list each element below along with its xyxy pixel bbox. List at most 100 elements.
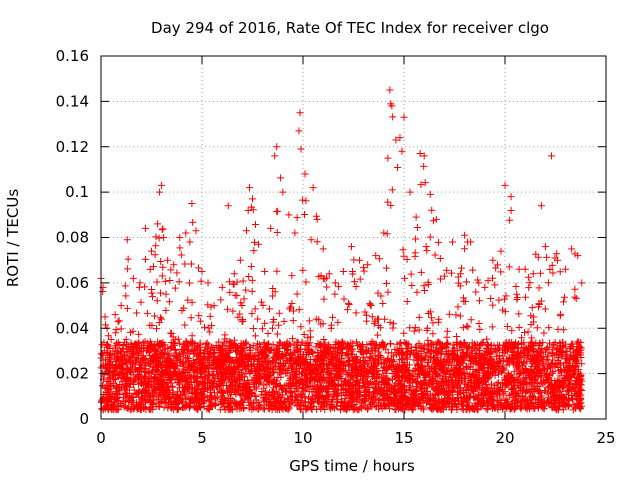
- data-point: [166, 276, 174, 284]
- data-point: [155, 319, 163, 327]
- data-point: [528, 304, 536, 312]
- data-point: [459, 294, 467, 302]
- data-point: [411, 252, 419, 260]
- data-point: [456, 312, 464, 320]
- data-point: [275, 321, 283, 329]
- data-point: [268, 324, 276, 332]
- data-point: [288, 300, 296, 308]
- data-point: [343, 306, 351, 314]
- data-point: [505, 263, 513, 271]
- data-point: [181, 321, 189, 329]
- data-point: [247, 263, 255, 271]
- data-point: [187, 314, 195, 322]
- data-point: [159, 225, 167, 233]
- data-point: [394, 163, 402, 171]
- data-point: [351, 278, 359, 286]
- data-point: [469, 266, 477, 274]
- data-point: [434, 238, 442, 246]
- data-point: [124, 265, 132, 273]
- data-point: [476, 325, 484, 333]
- data-point: [162, 307, 170, 315]
- data-point: [195, 312, 203, 320]
- chart-title: Day 294 of 2016, Rate Of TEC Index for r…: [151, 19, 549, 37]
- data-point: [117, 325, 125, 333]
- data-point: [410, 327, 418, 335]
- data-point: [160, 403, 168, 411]
- data-point: [306, 327, 314, 335]
- data-point: [273, 330, 281, 338]
- data-point: [178, 307, 186, 315]
- data-point: [176, 244, 184, 252]
- data-point: [221, 331, 229, 339]
- data-point: [162, 290, 170, 298]
- data-point: [524, 328, 532, 336]
- data-point: [460, 245, 468, 253]
- data-point: [345, 299, 353, 307]
- data-point: [571, 285, 579, 293]
- data-point: [494, 378, 502, 386]
- data-point: [248, 287, 256, 295]
- data-point: [377, 292, 385, 300]
- data-point: [206, 328, 214, 336]
- data-point: [181, 260, 189, 268]
- data-point: [148, 285, 156, 293]
- data-point: [454, 303, 462, 311]
- data-point: [158, 315, 166, 323]
- data-point: [525, 284, 533, 292]
- data-point: [506, 216, 514, 224]
- data-point: [226, 288, 234, 296]
- data-point: [476, 297, 484, 305]
- data-point: [259, 301, 267, 309]
- data-point: [249, 324, 257, 332]
- data-point: [406, 324, 414, 332]
- data-point: [299, 196, 307, 204]
- data-point: [293, 290, 301, 298]
- data-point: [413, 288, 421, 296]
- data-points: [97, 86, 586, 414]
- data-point: [417, 268, 425, 276]
- data-point: [320, 295, 328, 303]
- data-point: [343, 371, 351, 379]
- data-point: [298, 338, 306, 346]
- data-point: [148, 293, 156, 301]
- data-point: [386, 340, 394, 348]
- data-point: [387, 201, 395, 209]
- data-point: [403, 298, 411, 306]
- data-point: [407, 270, 415, 278]
- data-point: [240, 295, 248, 303]
- data-point: [423, 247, 431, 255]
- data-point: [494, 261, 502, 269]
- data-point: [302, 197, 310, 205]
- data-point: [265, 305, 273, 313]
- data-point: [270, 315, 278, 323]
- data-point: [151, 312, 159, 320]
- data-point: [368, 313, 376, 321]
- data-point: [293, 214, 301, 222]
- data-point: [288, 335, 296, 343]
- data-point: [217, 296, 225, 304]
- data-point: [431, 251, 439, 259]
- data-point: [367, 301, 375, 309]
- data-point: [185, 279, 193, 287]
- data-point: [114, 318, 122, 326]
- data-point: [161, 277, 169, 285]
- data-point: [467, 316, 475, 324]
- data-point: [571, 293, 579, 301]
- data-point: [168, 330, 176, 338]
- data-point: [426, 233, 434, 241]
- data-point: [171, 284, 179, 292]
- data-point: [448, 269, 456, 277]
- data-point: [277, 174, 285, 182]
- data-point: [352, 282, 360, 290]
- data-point: [280, 317, 288, 325]
- data-point: [554, 325, 562, 333]
- data-point: [141, 255, 149, 263]
- data-point: [382, 264, 390, 272]
- data-point: [130, 386, 138, 394]
- data-point: [386, 318, 394, 326]
- data-point: [184, 296, 192, 304]
- data-point: [248, 310, 256, 318]
- data-point: [102, 321, 110, 329]
- data-point: [426, 308, 434, 316]
- data-point: [251, 305, 259, 313]
